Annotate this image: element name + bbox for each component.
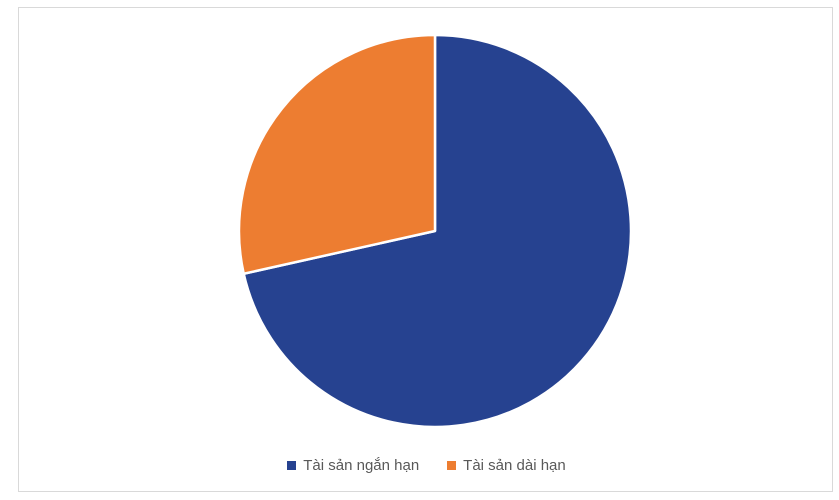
legend-swatch-long-term-assets (447, 461, 457, 470)
pie-slice-long-term-assets (237, 33, 437, 276)
pie-chart (237, 33, 633, 429)
legend-label-long-term-assets: Tài sản dài hạn (463, 457, 566, 474)
legend-swatch-short-term-assets (287, 461, 297, 470)
legend-label-short-term-assets: Tài sản ngắn hạn (303, 457, 420, 474)
chart-area: Tài sản ngắn hạn Tài sản dài hạn (18, 7, 833, 492)
chart-legend: Tài sản ngắn hạn Tài sản dài hạn (19, 457, 834, 474)
legend-item-long-term-assets: Tài sản dài hạn (447, 457, 566, 474)
legend-item-short-term-assets: Tài sản ngắn hạn (287, 457, 419, 474)
pie-slice-short-term-assets (242, 33, 633, 429)
